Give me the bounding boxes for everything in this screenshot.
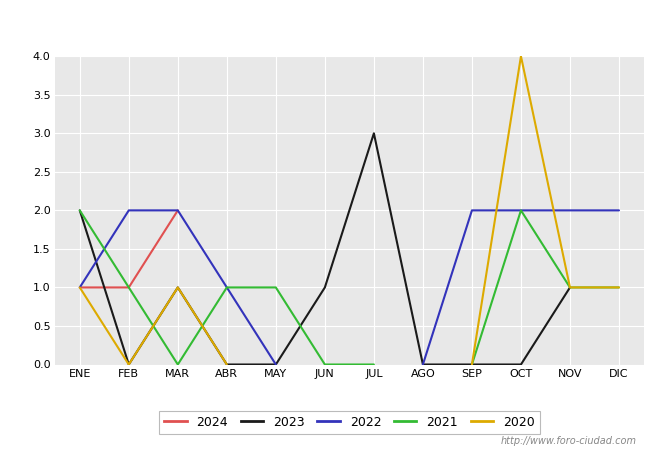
Legend: 2024, 2023, 2022, 2021, 2020: 2024, 2023, 2022, 2021, 2020 (159, 411, 540, 434)
Text: Matriculaciones de Vehiculos en Valverde de Alcalá: Matriculaciones de Vehiculos en Valverde… (129, 12, 521, 27)
Text: http://www.foro-ciudad.com: http://www.foro-ciudad.com (501, 436, 637, 446)
